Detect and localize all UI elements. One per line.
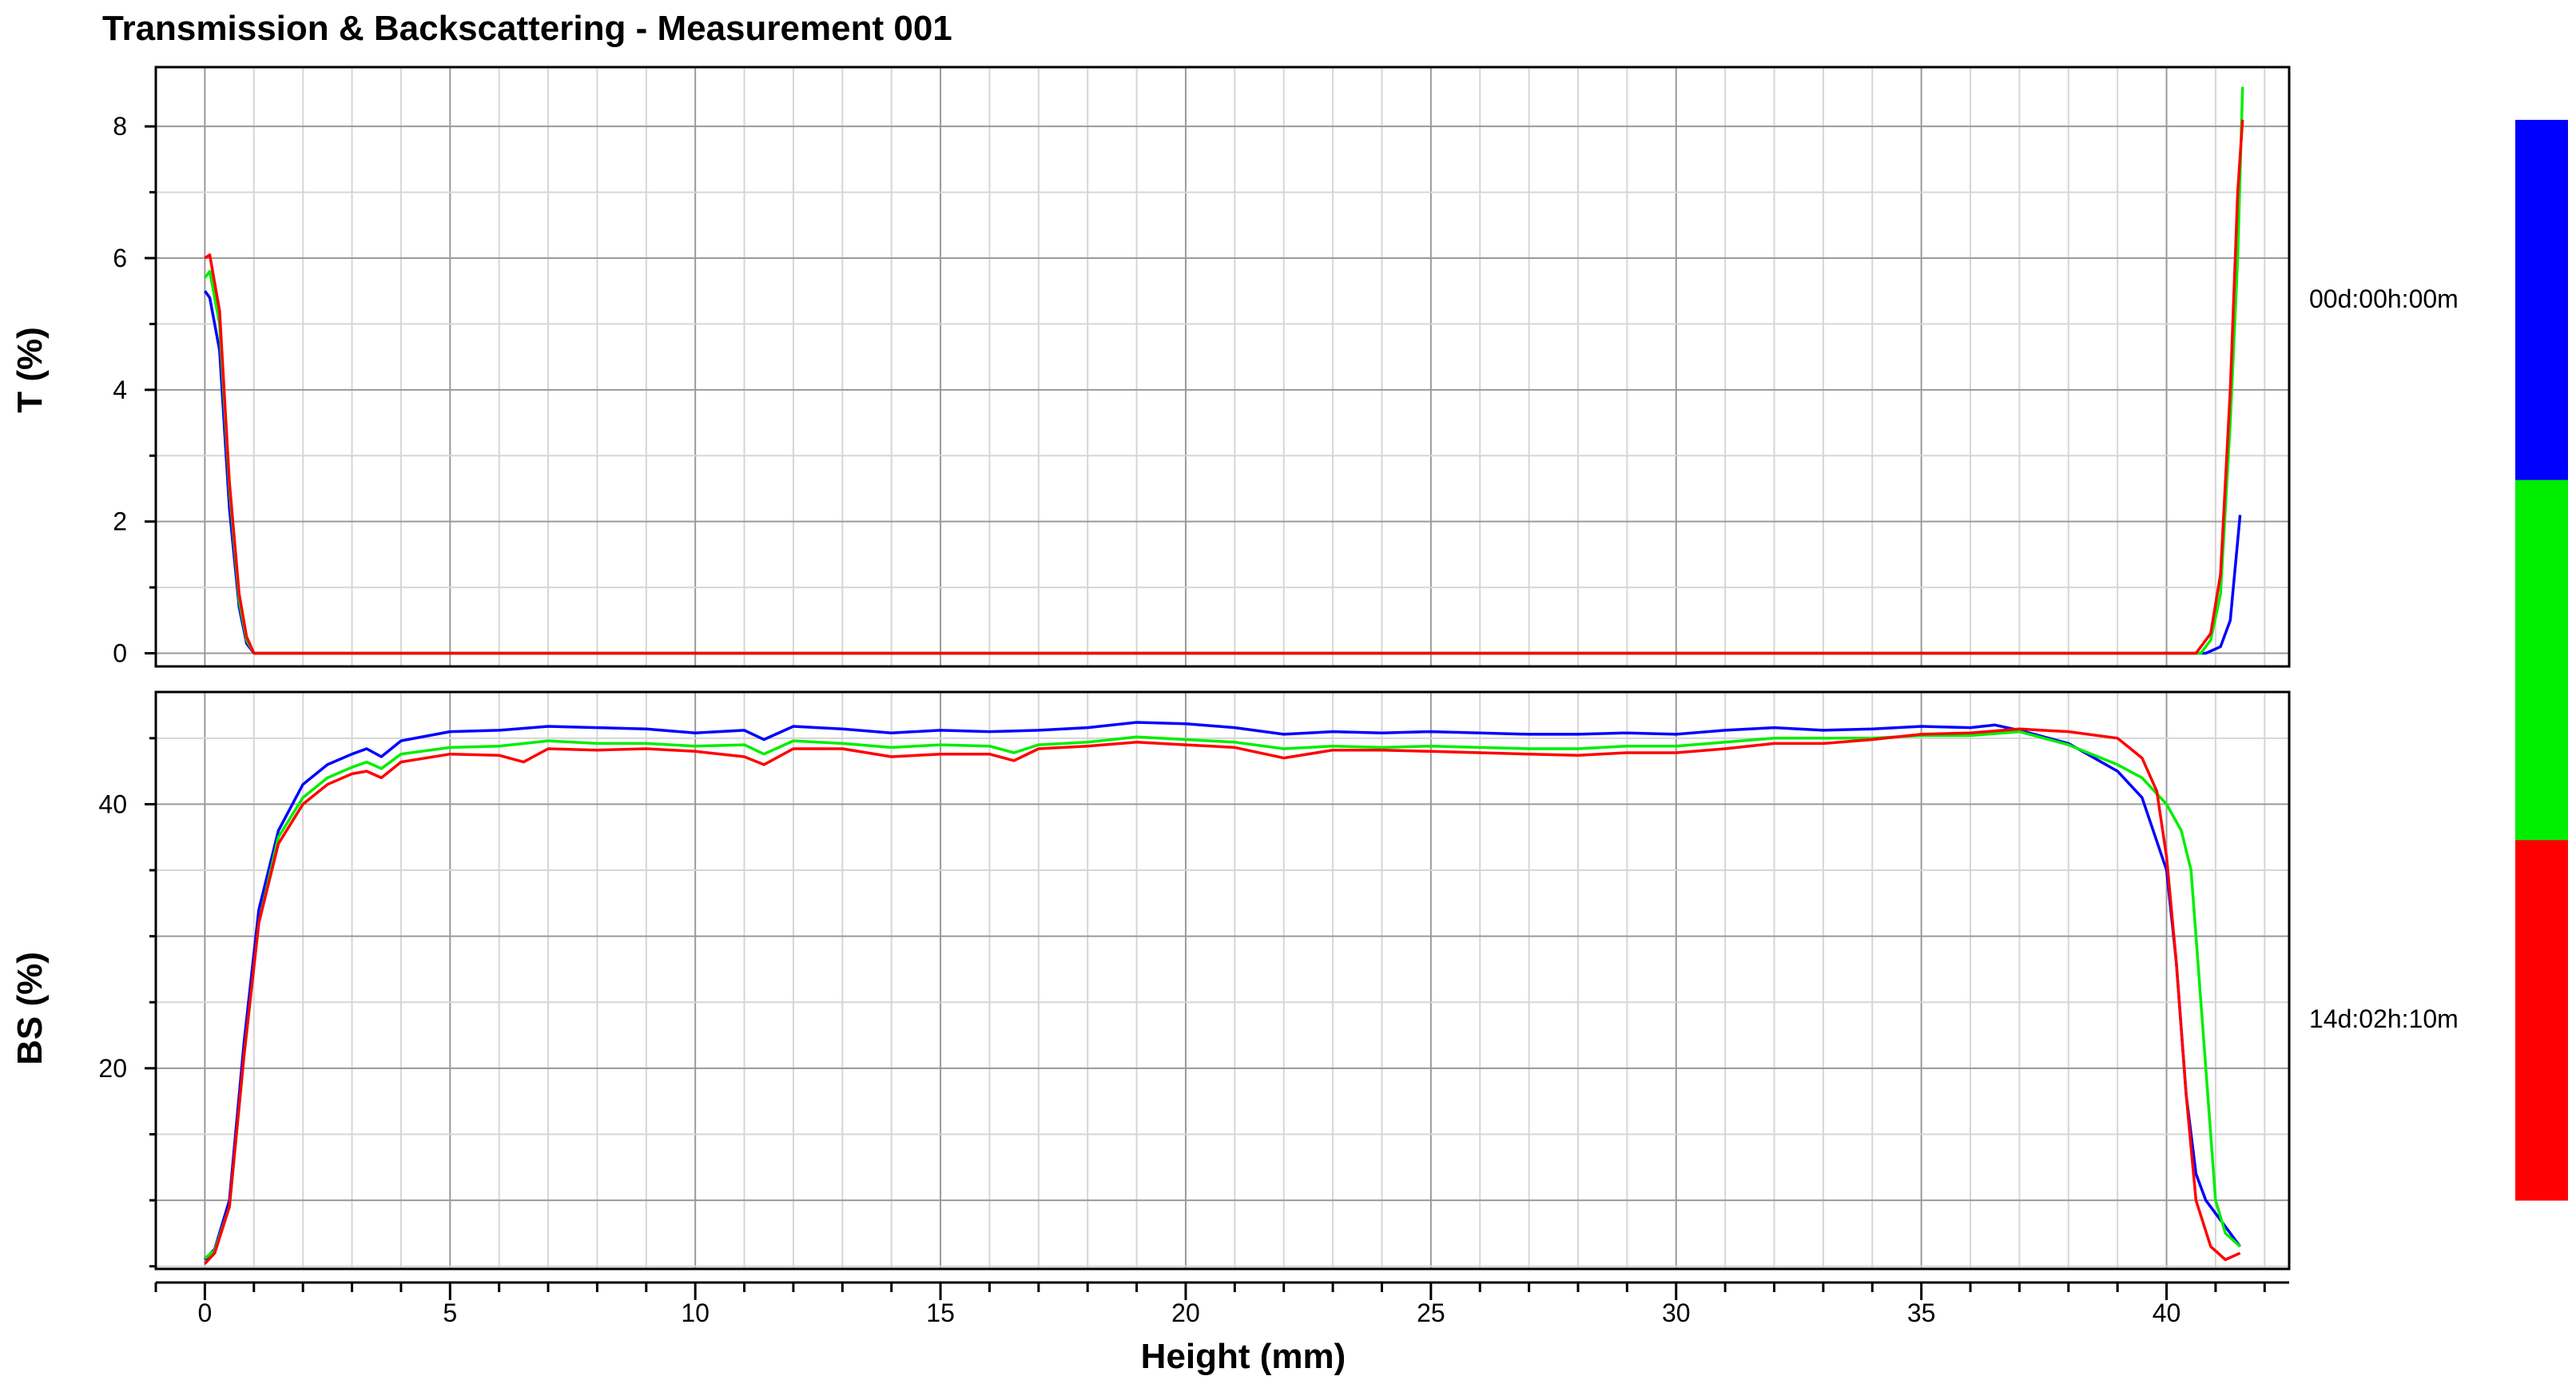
backscattering-series-2 [204,730,2241,1260]
transmission-series-1 [203,290,2242,655]
legend-label-start: 00d:00h:00m [2309,284,2459,313]
x-tick-label: 30 [1662,1298,1691,1327]
chart-title: Transmission & Backscattering - Measurem… [102,9,952,48]
backscattering-grid [156,692,2289,1269]
transmission-series [203,86,2244,655]
x-axis-label: Height (mm) [1141,1337,1346,1376]
y-tick-label: 4 [113,376,127,404]
backscattering-series-1 [204,721,2242,1261]
x-tick-label: 15 [926,1298,955,1327]
legend-colorbar [2515,120,2568,1201]
colorbar-segment [2515,840,2568,1201]
y-tick-label: 20 [98,1054,127,1083]
x-axis: 0 5 10 15 20 25 30 35 40 [154,1281,2289,1327]
colorbar-segment [2515,479,2568,841]
y-tick-label: 6 [113,244,127,272]
y-axis-label-backscattering: BS (%) [10,952,50,1065]
y-tick-label: 0 [113,639,127,668]
y-tick-label: 2 [113,507,127,536]
x-tick-label: 35 [1907,1298,1936,1327]
backscattering-plot-frame [154,690,2291,1271]
transmission-plot-frame [154,66,2291,668]
x-tick-label: 25 [1417,1298,1445,1327]
y-tick-label: 40 [98,789,127,818]
transmission-panel: 0 2 4 6 8 [113,66,2291,668]
y-axis-label-transmission: T (%) [10,327,50,413]
backscattering-series [204,721,2242,1265]
x-tick-label: 20 [1171,1298,1200,1327]
colorbar-segment [2515,120,2568,481]
legend-label-end: 14d:02h:10m [2309,1004,2459,1033]
y-tick-label: 8 [113,112,127,141]
x-tick-label: 5 [443,1298,457,1327]
x-tick-label: 0 [197,1298,212,1327]
transmission-y-ticks: 0 2 4 6 8 [113,112,156,668]
backscattering-series-3 [204,727,2241,1265]
x-tick-label: 10 [681,1298,710,1327]
x-tick-label: 40 [2153,1298,2181,1327]
transmission-series-3 [204,119,2244,655]
